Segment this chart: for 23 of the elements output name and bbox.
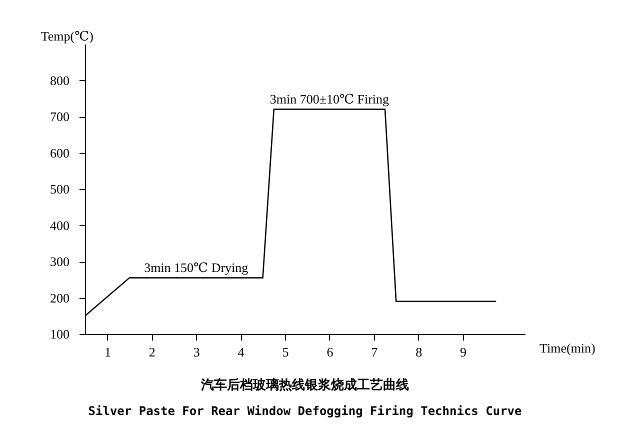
- y-tick-label: 800: [50, 72, 70, 88]
- x-tick-label: 5: [282, 344, 289, 360]
- x-tick-label: 9: [460, 344, 467, 360]
- y-tick-label: 300: [50, 254, 70, 269]
- annotation: 3min 150℃ Drying: [144, 260, 249, 275]
- x-axis-title: Time(min): [540, 340, 596, 356]
- y-tick-label: 100: [50, 326, 70, 342]
- x-tick-label: 2: [148, 344, 156, 360]
- y-tick-label: 600: [50, 145, 70, 160]
- text: 汽车后档玻璃热线银浆烧成工艺曲线: [200, 377, 409, 393]
- y-tick-label: 700: [50, 109, 70, 124]
- x-tick-label: 1: [104, 344, 111, 360]
- text: Silver Paste For Rear Window Defogging Firing Technics Curve: [88, 404, 522, 418]
- y-tick-label: 200: [50, 290, 70, 306]
- x-tick-label: 8: [416, 344, 422, 360]
- x-tick-label: 7: [371, 344, 378, 360]
- annotation: 3min 700±10℃ Firing: [270, 91, 390, 106]
- x-tick-label: 4: [238, 344, 245, 360]
- y-tick-label: 500: [50, 182, 70, 196]
- x-tick-label: 3: [193, 344, 200, 360]
- x-tick-label: 6: [326, 344, 334, 360]
- y-tick-label: 400: [50, 218, 70, 233]
- y-axis-title: Temp(℃): [40, 28, 94, 44]
